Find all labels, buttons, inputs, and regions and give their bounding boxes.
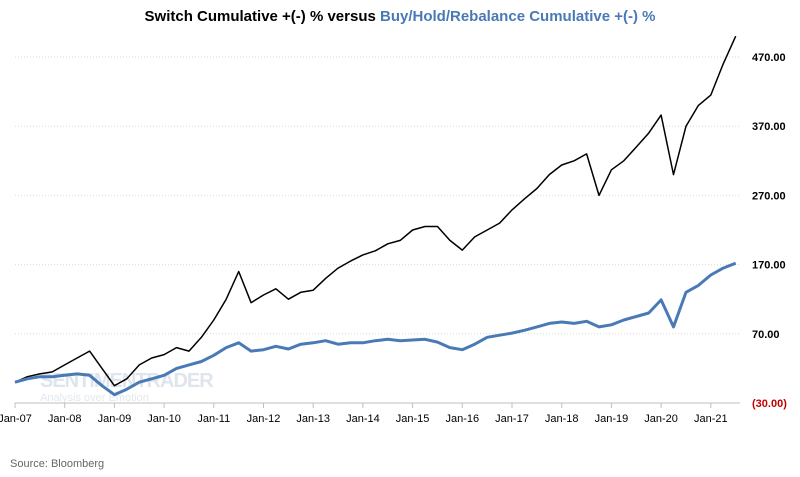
x-tick-label: Jan-08 <box>48 413 82 425</box>
y-tick-label: (30.00) <box>752 398 787 410</box>
x-tick-label: Jan-17 <box>495 413 529 425</box>
x-tick-label: Jan-20 <box>644 413 678 425</box>
x-tick-label: Jan-18 <box>545 413 579 425</box>
y-tick-label: 370.00 <box>752 121 786 133</box>
x-tick-label: Jan-13 <box>296 413 330 425</box>
x-tick-label: Jan-10 <box>147 413 181 425</box>
chart-title: Switch Cumulative +(-) % versus Buy/Hold… <box>0 8 800 25</box>
x-tick-label: Jan-19 <box>595 413 629 425</box>
watermark-subtitle: Analysis over Emotion <box>40 392 149 404</box>
y-tick-label: 270.00 <box>752 190 786 202</box>
x-tick-label: Jan-16 <box>445 413 479 425</box>
series-switch-line <box>14 35 737 387</box>
x-tick-label: Jan-15 <box>396 413 430 425</box>
source-note: Source: Bloomberg <box>10 458 105 470</box>
x-tick-label: Jan-14 <box>346 413 380 425</box>
title-switch: Switch Cumulative +(-) % versus <box>144 8 380 25</box>
x-tick-label: Jan-07 <box>0 413 32 425</box>
y-tick-label: 470.00 <box>752 52 786 64</box>
x-tick-label: Jan-11 <box>197 413 230 425</box>
x-tick-label: Jan-21 <box>694 413 728 425</box>
y-tick-label: 70.00 <box>752 329 780 341</box>
title-buyhold: Buy/Hold/Rebalance Cumulative +(-) % <box>380 8 656 25</box>
x-tick-label: Jan-12 <box>247 413 281 425</box>
y-tick-label: 170.00 <box>752 260 786 272</box>
x-tick-label: Jan-09 <box>98 413 132 425</box>
series-buyhold-line <box>14 261 737 397</box>
